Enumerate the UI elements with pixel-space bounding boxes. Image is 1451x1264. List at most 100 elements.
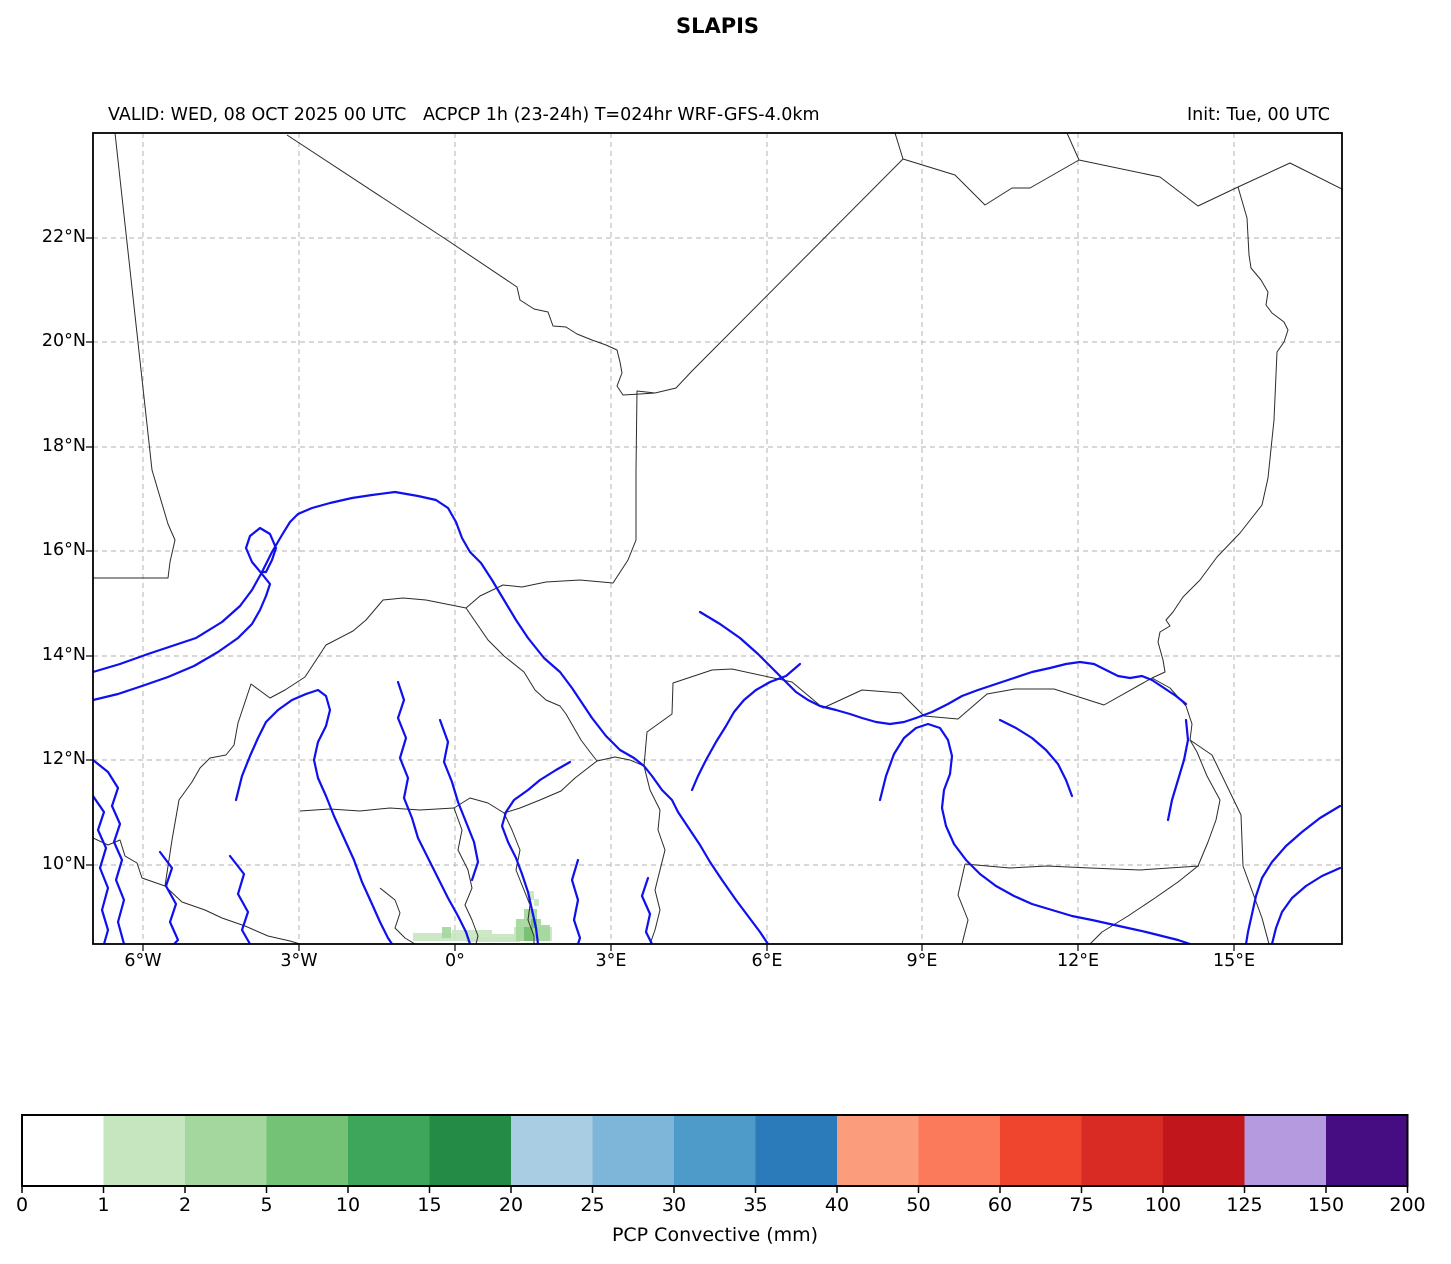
- precip-cell-mid: [524, 909, 537, 920]
- river-hadejia-yobe: [914, 660, 1188, 720]
- border-algeria-niger: [654, 158, 904, 394]
- rivers: [93, 490, 1342, 944]
- precip-cell-light: [528, 891, 534, 900]
- border-benin-niger: [596, 756, 645, 767]
- border-mali-niger: [465, 390, 656, 609]
- colorbar-tick-label: 10: [335, 1194, 361, 1216]
- colorbar-segment: [1000, 1115, 1082, 1186]
- colorbar-tick-label: 75: [1069, 1194, 1094, 1216]
- colorbar-frame: [21, 1114, 1409, 1187]
- x-axis-tick-label: 6°W: [124, 951, 162, 971]
- border-mauritania-mali: [93, 133, 176, 579]
- river-oueme: [570, 858, 582, 944]
- river-yedseram: [1166, 718, 1190, 822]
- colorbar-segment: [266, 1115, 349, 1186]
- colorbar-segment: [755, 1115, 838, 1186]
- colorbar-segment: [511, 1115, 593, 1186]
- colorbar-tick-label: 35: [743, 1194, 768, 1216]
- colorbar-segment: [429, 1115, 512, 1186]
- river-niger-branch: [93, 526, 278, 702]
- colorbar-segment: [674, 1115, 756, 1186]
- precip-cell-mid: [541, 925, 550, 941]
- x-axis-tick-label: 3°W: [280, 951, 318, 971]
- border-togo-benin: [503, 812, 535, 944]
- river-okpara: [640, 876, 654, 944]
- river-senegal-1: [93, 758, 126, 944]
- river-komadugu-gana: [998, 718, 1074, 798]
- colorbar-segment: [348, 1115, 430, 1186]
- river-bagoe: [158, 850, 180, 944]
- precip-cell-mid: [442, 927, 451, 938]
- y-axis-tick-label: 12°N: [41, 749, 86, 769]
- river-logone: [1270, 866, 1342, 944]
- y-axis-tick-label: 14°N: [41, 645, 86, 665]
- y-axis-tick-label: 10°N: [41, 854, 86, 874]
- border-algeria-top-spur: [894, 133, 904, 160]
- colorbar-tick-label: 50: [906, 1194, 931, 1216]
- river-rima: [698, 610, 918, 726]
- colorbar-segment: [918, 1115, 1001, 1186]
- colorbar-tick-label: 5: [260, 1194, 273, 1216]
- precip-cell-light: [452, 930, 492, 941]
- border-algeria-libya-zigzag: [902, 158, 1080, 206]
- border-libya-east: [1078, 159, 1342, 207]
- border-burkina-benin: [503, 760, 598, 814]
- colorbar-segment: [22, 1115, 104, 1186]
- country-borders: [93, 133, 1342, 944]
- x-axis-tick-label: 15°E: [1212, 951, 1256, 971]
- x-axis-tick-label: 9°E: [906, 951, 938, 971]
- border-mali-algeria: [286, 134, 656, 396]
- colorbar-segment: [185, 1115, 267, 1186]
- border-chad-cameroon: [1189, 739, 1270, 944]
- river-kano: [878, 722, 1192, 944]
- river-senegal-2: [93, 794, 110, 944]
- colorbar-tick-label: 40: [824, 1194, 850, 1216]
- river-chari: [1244, 804, 1342, 944]
- map-frame: [92, 132, 1343, 945]
- border-burkina-niger: [465, 607, 598, 762]
- colorbar-tick-label: 2: [178, 1194, 192, 1216]
- colorbar-tick-label: 150: [1307, 1194, 1345, 1216]
- colorbar-tick-label: 25: [580, 1194, 605, 1216]
- colorbar-tick-label: 100: [1144, 1194, 1182, 1216]
- colorbar-segment: [837, 1115, 919, 1186]
- border-cameroon-west: [964, 863, 1200, 871]
- colorbar-tick-label: 0: [15, 1194, 29, 1216]
- border-mali-burkina: [164, 597, 467, 887]
- x-axis-tick-label: 3°E: [595, 951, 627, 971]
- colorbar-tick-label: 30: [661, 1194, 687, 1216]
- figure-title: SLAPIS: [675, 14, 760, 38]
- river-comoe: [228, 854, 252, 944]
- border-nigeria-chad-cameroon: [1089, 677, 1221, 944]
- river-white-volta: [396, 680, 472, 944]
- river-oti: [500, 760, 572, 944]
- colorbar-segment: [1244, 1115, 1327, 1186]
- x-axis-tick-label: 0°: [445, 951, 465, 971]
- border-benin-nigeria: [643, 765, 666, 944]
- river-sokoto: [690, 662, 802, 792]
- precip-cell-light: [466, 937, 520, 942]
- colorbar-segment: [103, 1115, 186, 1186]
- colorbar-tick-label: 125: [1226, 1194, 1263, 1216]
- precipitation-shading: [413, 891, 552, 942]
- border-libya-top-spur: [1066, 133, 1080, 161]
- precip-cell-light: [534, 899, 539, 906]
- colorbar-segment: [1326, 1115, 1408, 1186]
- graticule-gridlines: [93, 133, 1342, 944]
- valid-time-label: VALID: WED, 08 OCT 2025 00 UTC ACPCP 1h …: [108, 105, 820, 125]
- border-burkina-ghana: [299, 807, 455, 812]
- colorbar: [21, 1114, 1409, 1193]
- river-niger-main: [93, 490, 770, 944]
- axis-ticks: [86, 237, 1235, 951]
- river-red-volta: [438, 718, 480, 882]
- y-axis-tick-label: 20°N: [41, 331, 86, 351]
- precip-cell-deep: [524, 927, 533, 941]
- precip-cell-light: [413, 933, 452, 941]
- init-time-label: Init: Tue, 00 UTC: [1187, 105, 1330, 125]
- border-burkina-togo: [453, 797, 505, 814]
- x-axis-tick-label: 12°E: [1056, 951, 1100, 971]
- colorbar-tick-label: 60: [987, 1194, 1013, 1216]
- colorbar-tick-label: 20: [498, 1194, 524, 1216]
- colorbar-segment: [1163, 1115, 1245, 1186]
